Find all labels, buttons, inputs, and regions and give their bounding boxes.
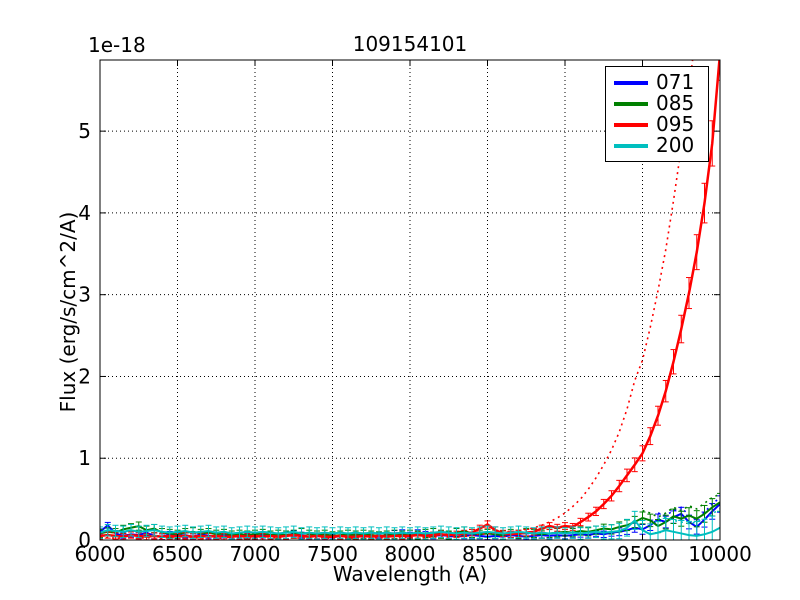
legend-item-095: 095 xyxy=(614,114,700,135)
y-tick-label: 4 xyxy=(78,201,91,225)
legend-item-200: 200 xyxy=(614,135,700,156)
y-tick-label: 5 xyxy=(78,119,91,143)
y-axis-label: Flux (erg/s/cm^2/A) xyxy=(56,211,80,413)
legend: 071 085 095 200 xyxy=(605,66,709,162)
x-tick-label: 10000 xyxy=(688,542,752,566)
x-tick-label: 9500 xyxy=(617,542,668,566)
y-tick-label: 2 xyxy=(78,364,91,388)
x-axis-label: Wavelength (A) xyxy=(332,562,488,586)
x-tick-label: 9000 xyxy=(540,542,591,566)
series-dotted-line-200 xyxy=(657,508,720,525)
y-axis-offset-label: 1e-18 xyxy=(88,33,146,57)
legend-line-sample xyxy=(614,122,648,127)
legend-line-sample xyxy=(614,80,648,85)
legend-line-sample xyxy=(614,101,648,106)
y-tick-label: 0 xyxy=(78,528,91,552)
legend-item-071: 071 xyxy=(614,72,700,93)
series-dotted-line-095 xyxy=(100,60,694,540)
x-tick-label: 7000 xyxy=(230,542,281,566)
x-tick-label: 8000 xyxy=(385,542,436,566)
y-tick-label: 3 xyxy=(78,283,91,307)
legend-label: 200 xyxy=(656,133,695,157)
y-tick-label: 1 xyxy=(78,446,91,470)
legend-line-sample xyxy=(614,143,648,148)
x-tick-label: 7500 xyxy=(307,542,358,566)
legend-label: 085 xyxy=(656,91,695,115)
series-line-200 xyxy=(100,518,720,537)
x-tick-label: 6500 xyxy=(152,542,203,566)
legend-label: 095 xyxy=(656,112,695,136)
x-tick-label: 6000 xyxy=(75,542,126,566)
chart-title: 109154101 xyxy=(352,32,468,56)
legend-label: 071 xyxy=(656,70,695,94)
legend-item-085: 085 xyxy=(614,93,700,114)
x-tick-label: 8500 xyxy=(462,542,513,566)
series-dotted-line-085 xyxy=(642,493,720,519)
